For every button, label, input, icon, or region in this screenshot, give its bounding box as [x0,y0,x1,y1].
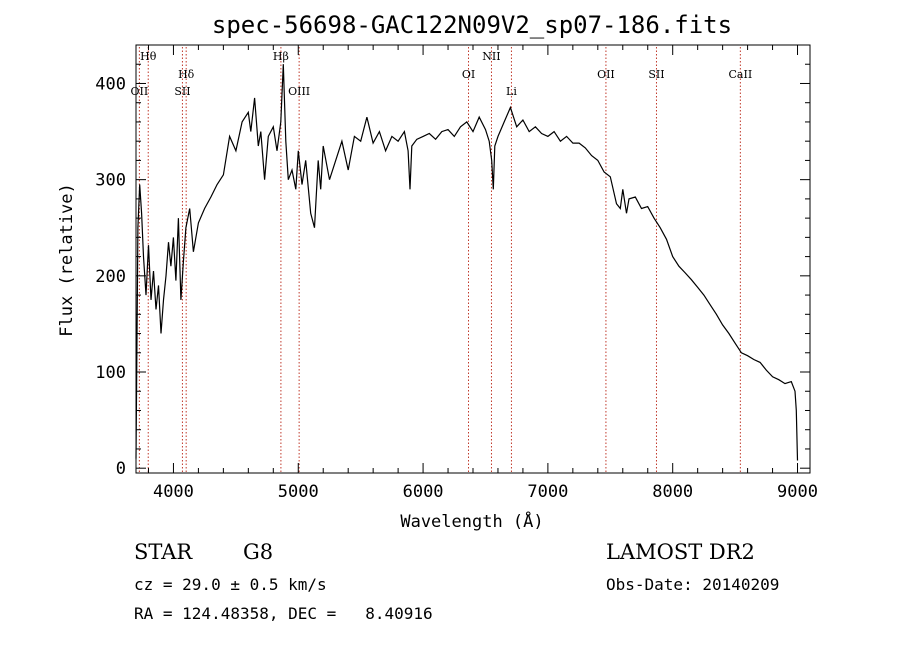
spectral-line-label: SII [174,85,190,98]
spectral-line-label: Li [506,85,517,98]
x-tick-label: 7000 [527,482,568,502]
redshift-text: cz = 29.0 ± 0.5 km/s [134,575,327,594]
x-tick-label: 8000 [652,482,693,502]
x-tick-label: 5000 [278,482,319,502]
chart-title: spec-56698-GAC122N09V2_sp07-186.fits [212,11,732,39]
spectral-line-label: NII [482,50,500,63]
spectral-line-label: Hδ [178,68,195,81]
axis-ticks: 4000 5000 6000 7000 8000 9000 0 100 200 300 400 [95,45,818,502]
spectrum-line [135,64,799,461]
y-tick-label: 400 [95,74,126,94]
spectral-line-label: OII [597,68,615,81]
y-tick-label: 200 [95,267,126,287]
spectral-line-label: Hβ [273,50,289,63]
spectral-line-label: OIII [288,85,310,98]
y-axis-label: Flux (relative) [57,183,77,337]
spectral-line-label: Hθ [140,50,157,63]
y-tick-label: 300 [95,171,126,191]
spectral-line-label: OII [131,85,149,98]
x-tick-label: 4000 [153,482,194,502]
coordinates: RA = 124.48358, DEC = 8.40916 [134,604,433,623]
survey-name: LAMOST DR2 [606,540,755,564]
obs-date: Obs-Date: 20140209 [606,575,780,594]
plot-frame [135,44,811,474]
object-subclass: G8 [243,540,274,564]
y-tick-label: 100 [95,363,126,383]
spectral-line-label: OI [462,68,475,81]
spectral-line-label: SII [648,68,664,81]
x-axis-label: Wavelength (Å) [400,510,543,532]
x-tick-label: 6000 [403,482,444,502]
spectral-line-label: CaII [729,68,753,81]
x-tick-label: 9000 [777,482,818,502]
object-class: STAR [134,540,193,564]
line-markers: Hθ OII Hδ SII Hβ OIII OI NII Li OII SII CaII [131,47,753,473]
y-tick-label: 0 [116,459,126,479]
